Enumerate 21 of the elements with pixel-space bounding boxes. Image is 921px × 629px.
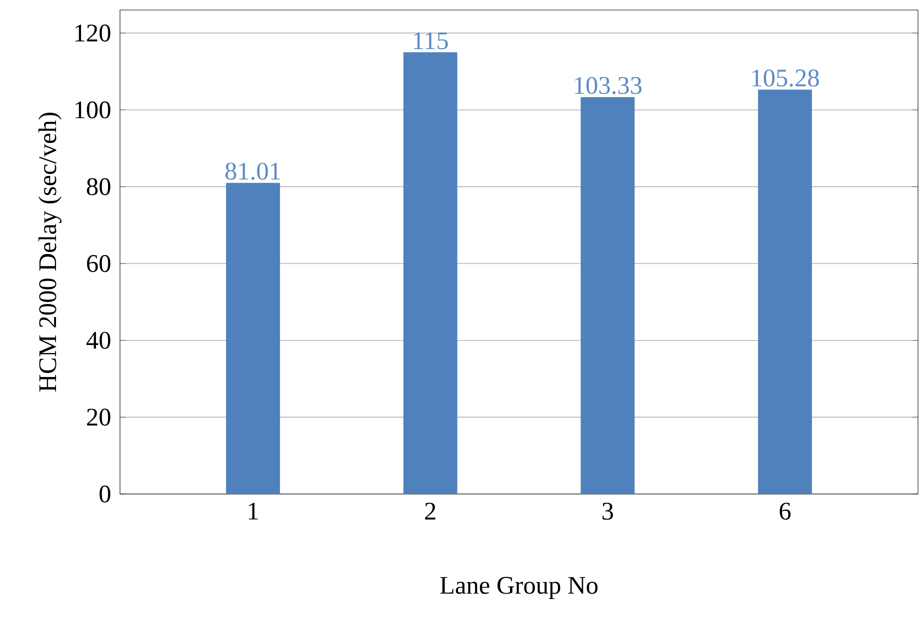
data-label: 103.33 bbox=[575, 76, 642, 94]
bar bbox=[403, 52, 458, 494]
data-label: 115 bbox=[414, 32, 448, 50]
y-tick-label: 80 bbox=[86, 178, 110, 196]
data-label: 105.28 bbox=[752, 69, 819, 87]
y-axis-title: HCM 2000 Delay (sec/veh) bbox=[38, 112, 62, 392]
y-tick-label: 120 bbox=[76, 24, 110, 42]
y-tick-label: 40 bbox=[86, 332, 110, 349]
x-tick-label: 2 bbox=[425, 502, 436, 520]
bar bbox=[580, 97, 635, 494]
x-tick-label: 3 bbox=[602, 502, 613, 520]
y-tick-label: 0 bbox=[100, 485, 110, 503]
x-tick-label: 1 bbox=[248, 502, 258, 520]
data-label: 81.01 bbox=[225, 162, 280, 180]
x-axis-title: Lane Group No bbox=[440, 576, 598, 600]
x-tick-label: 6 bbox=[780, 502, 791, 520]
bar bbox=[758, 90, 812, 494]
bar bbox=[226, 182, 280, 494]
y-tick-label: 20 bbox=[87, 408, 110, 426]
y-tick-label: 60 bbox=[87, 254, 110, 272]
y-tick-label: 100 bbox=[76, 101, 110, 118]
